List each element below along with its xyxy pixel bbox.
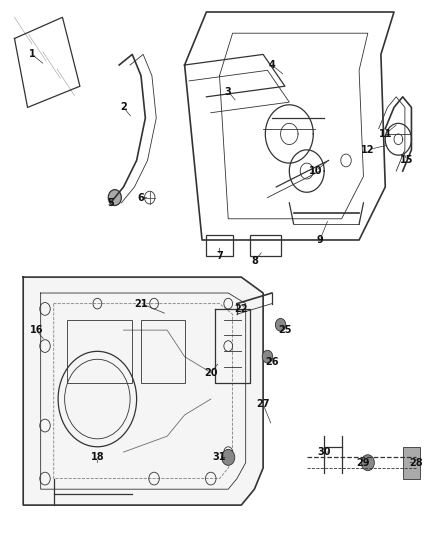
Text: 16: 16 <box>29 325 43 335</box>
Text: 29: 29 <box>356 458 369 467</box>
Text: 1: 1 <box>28 50 35 59</box>
Text: 7: 7 <box>215 251 223 261</box>
Circle shape <box>360 455 374 471</box>
Text: 15: 15 <box>399 156 413 165</box>
Circle shape <box>275 318 285 331</box>
Text: 22: 22 <box>234 304 247 314</box>
Circle shape <box>108 190 121 206</box>
Text: 28: 28 <box>408 458 422 467</box>
Polygon shape <box>23 277 262 505</box>
Text: 6: 6 <box>137 192 144 203</box>
Bar <box>67 319 132 383</box>
Text: 4: 4 <box>268 60 275 70</box>
Text: 31: 31 <box>212 453 226 463</box>
Text: 20: 20 <box>204 368 217 377</box>
Text: 27: 27 <box>256 399 269 409</box>
Bar <box>250 235 280 256</box>
Circle shape <box>261 350 272 363</box>
Text: 11: 11 <box>378 129 391 139</box>
Text: 5: 5 <box>107 198 113 208</box>
Text: 9: 9 <box>316 235 322 245</box>
Text: 30: 30 <box>317 447 330 457</box>
Text: 26: 26 <box>265 357 278 367</box>
Text: 3: 3 <box>224 86 231 96</box>
Circle shape <box>221 449 234 465</box>
Text: 8: 8 <box>251 256 257 266</box>
Text: 25: 25 <box>278 325 291 335</box>
Bar <box>206 235 232 256</box>
Text: 2: 2 <box>120 102 127 112</box>
Text: 21: 21 <box>134 298 148 309</box>
Bar <box>141 319 184 383</box>
Text: 18: 18 <box>90 453 104 463</box>
Bar <box>402 447 419 479</box>
Text: 10: 10 <box>308 166 321 176</box>
Text: 12: 12 <box>360 145 374 155</box>
